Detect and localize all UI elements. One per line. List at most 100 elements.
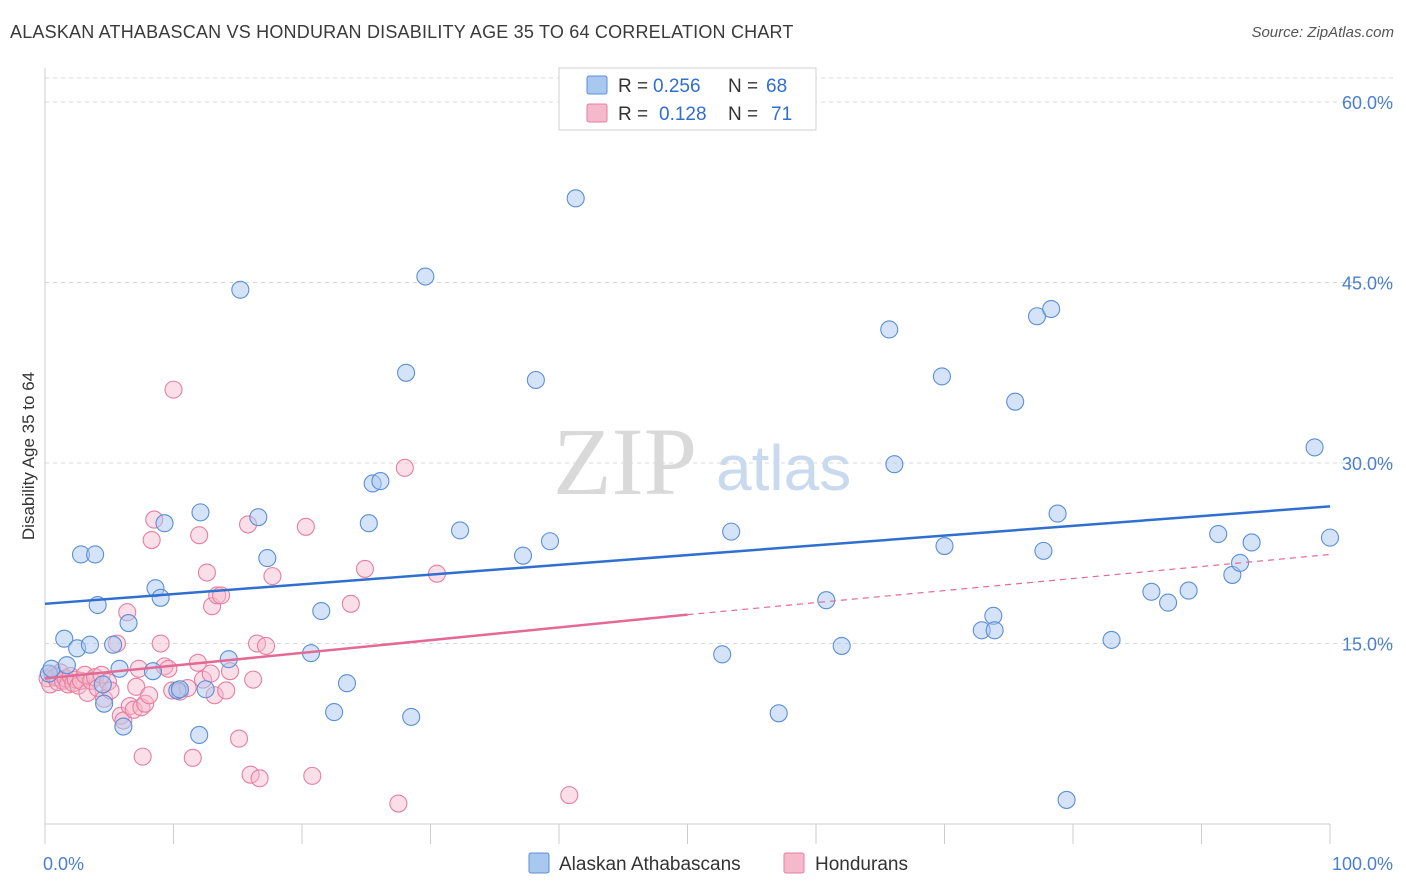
- axes: [44, 68, 1331, 844]
- honduran-point: [256, 636, 276, 655]
- honduran-point: [303, 766, 322, 785]
- athabascan-point: [191, 503, 210, 522]
- y-tick-label: 15.0%: [1342, 635, 1393, 655]
- athabascan-point: [249, 508, 268, 527]
- athabascan-point: [93, 675, 112, 694]
- honduran-point: [201, 664, 220, 683]
- athabascan-point: [110, 659, 129, 678]
- y-tick-label: 60.0%: [1342, 93, 1393, 113]
- athabascan-point: [932, 367, 951, 386]
- honduran-point: [159, 659, 178, 678]
- athabascan-point: [143, 662, 162, 681]
- series-legend: Alaskan Athabascans Hondurans: [528, 852, 908, 875]
- y-tick-label: 45.0%: [1342, 274, 1393, 294]
- honduran-point: [197, 563, 216, 582]
- honduran-point: [241, 765, 260, 784]
- athabascan-point: [540, 532, 560, 551]
- honduran-point: [151, 634, 170, 653]
- athabascan-point: [713, 645, 732, 664]
- bottom-legend-swatch-pink: [783, 852, 805, 874]
- source-credit: Source: ZipAtlas.com: [1251, 24, 1394, 41]
- honduran-point: [263, 567, 282, 586]
- athabascan-point: [151, 588, 170, 607]
- honduran-point: [217, 681, 236, 700]
- x-tick-label-max: 100.0%: [1332, 854, 1393, 874]
- athabascan-point: [371, 472, 390, 491]
- athabascan-point: [1048, 504, 1067, 523]
- honduran-point: [355, 559, 375, 578]
- honduran-point: [229, 729, 249, 748]
- honduran-point: [395, 458, 414, 477]
- honduran-trend-extension: [687, 553, 1331, 616]
- honduran-point: [183, 748, 202, 767]
- athabascan-point: [1027, 307, 1047, 326]
- athabascan-point: [566, 189, 585, 208]
- athabascan-point: [196, 680, 215, 699]
- honduran-point: [127, 677, 146, 696]
- y-tick-labels: 15.0% 30.0% 45.0% 60.0%: [1342, 93, 1393, 654]
- athabascan-point: [832, 636, 851, 655]
- honduran-point: [250, 769, 269, 788]
- honduran-points: [38, 380, 579, 813]
- athabascan-point: [114, 717, 133, 736]
- honduran-point: [136, 694, 155, 713]
- athabascan-point: [325, 703, 344, 722]
- y-tick-label: 30.0%: [1342, 454, 1393, 474]
- correlation-legend: R = 0.256 N = 68 R = 0.128 N = 71: [558, 67, 817, 131]
- athabascan-point: [104, 635, 123, 654]
- watermark-zip: ZIP: [553, 408, 697, 515]
- athabascan-point: [817, 591, 836, 610]
- legend-n-label-1: N =: [728, 76, 758, 97]
- athabascan-points: [39, 189, 1340, 809]
- honduran-point: [142, 530, 161, 550]
- honduran-point: [164, 380, 183, 399]
- legend-n-value-1: 68: [766, 76, 787, 97]
- bottom-legend-label-hondurans: Hondurans: [815, 854, 908, 875]
- trend-lines: [44, 505, 1331, 680]
- athabascan-point: [119, 614, 138, 633]
- athabascan-point: [402, 707, 421, 726]
- honduran-point: [140, 686, 159, 705]
- honduran-point: [190, 526, 209, 545]
- athabascan-point: [880, 320, 899, 339]
- honduran-point: [78, 683, 97, 702]
- athabascan-point: [312, 601, 331, 621]
- athabascan-point: [337, 674, 357, 693]
- athabascan-point: [1034, 541, 1053, 560]
- athabascan-point: [1057, 790, 1076, 809]
- chart-title: ALASKAN ATHABASCAN VS HONDURAN DISABILIT…: [10, 22, 794, 42]
- honduran-point: [389, 794, 408, 813]
- athabascan-point: [1179, 581, 1198, 600]
- honduran-point: [133, 747, 152, 766]
- athabascan-point: [1142, 582, 1161, 601]
- watermark: ZIP atlas: [553, 408, 851, 515]
- y-axis-title: Disability Age 35 to 64: [19, 372, 38, 540]
- grid-lines: [45, 77, 1395, 645]
- watermark-atlas: atlas: [716, 432, 851, 504]
- athabascan-point: [155, 514, 174, 533]
- bottom-legend-label-athabascans: Alaskan Athabascans: [559, 854, 741, 875]
- legend-n-value-2: 71: [771, 104, 792, 125]
- athabascan-point: [1242, 533, 1261, 552]
- legend-swatch-blue: [586, 75, 608, 95]
- legend-n-label-2: N =: [728, 104, 758, 125]
- athabascan-point: [86, 545, 105, 564]
- athabascan-point: [1305, 438, 1324, 457]
- athabascan-point: [885, 455, 904, 474]
- athabascan-point: [451, 521, 470, 540]
- honduran-point: [341, 594, 360, 613]
- x-tick-labels: 0.0% 100.0%: [43, 854, 1393, 874]
- athabascan-point: [190, 725, 209, 745]
- athabascan-point: [1102, 630, 1121, 649]
- athabascan-point: [359, 514, 378, 533]
- athabascan-point: [1042, 299, 1061, 319]
- honduran-point: [296, 517, 315, 536]
- x-tick-label-min: 0.0%: [43, 854, 84, 874]
- athabascan-point: [80, 635, 100, 654]
- athabascan-point: [722, 522, 741, 541]
- honduran-point: [244, 670, 263, 689]
- athabascan-point: [513, 546, 533, 565]
- athabascan-point: [1209, 524, 1228, 544]
- athabascan-point: [1006, 392, 1025, 411]
